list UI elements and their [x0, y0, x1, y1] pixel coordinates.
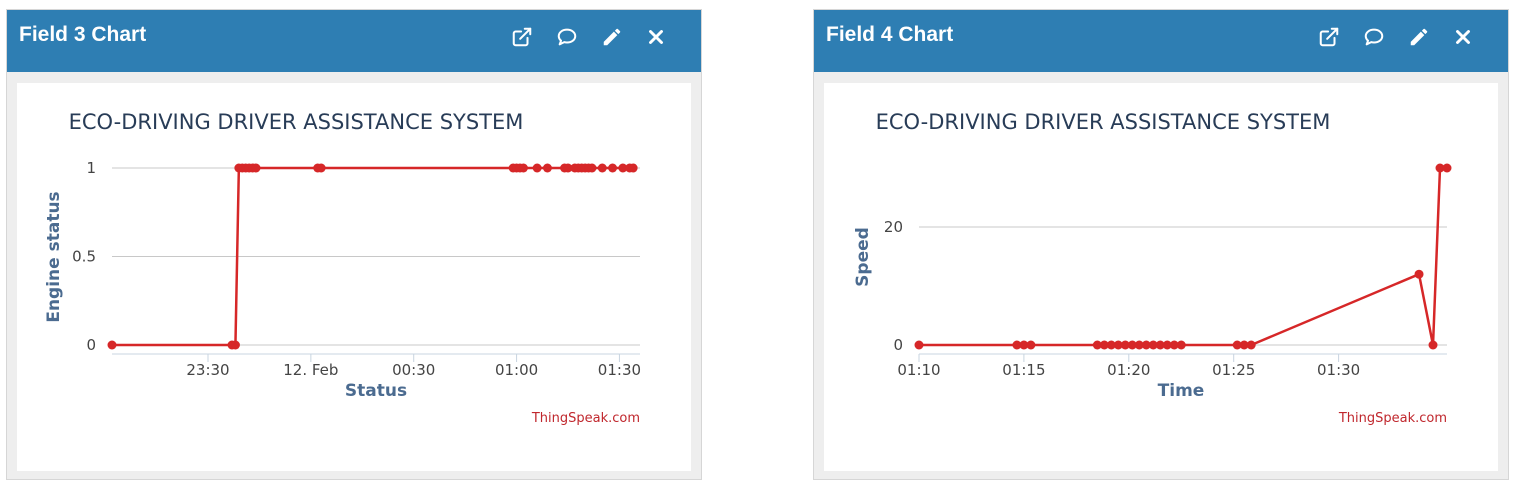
x-tick-label: 23:30 — [186, 361, 229, 379]
engine-status-chart: ECO-DRIVING DRIVER ASSISTANCE SYSTEM 00.… — [44, 110, 641, 426]
data-point — [563, 163, 573, 173]
y-axis-title: Speed — [853, 227, 873, 287]
x-axis-ticks: 23:30 12. Feb 00:30 01:00 01:30 — [186, 354, 641, 379]
y-axis-ticks: 00.51 — [72, 159, 96, 354]
y-tick-label: 0 — [86, 336, 96, 354]
y-axis-title: Engine status — [44, 191, 64, 322]
data-point — [251, 163, 261, 173]
data-point — [1176, 340, 1186, 350]
x-tick-label: 01:10 — [897, 361, 940, 379]
data-point — [1026, 340, 1036, 350]
series — [914, 163, 1452, 350]
data-point — [1414, 269, 1424, 279]
field-3-chart-panel: Field 3 Chart — [6, 9, 702, 480]
data-point — [1019, 340, 1029, 350]
grid — [112, 167, 640, 355]
panel-title: Field 3 Chart — [19, 23, 147, 46]
data-point — [1148, 340, 1158, 350]
comment-icon[interactable] — [556, 26, 580, 50]
x-tick-label: 01:25 — [1212, 361, 1255, 379]
x-axis-title: Time — [1158, 381, 1205, 401]
y-tick-label: 0 — [893, 336, 903, 354]
data-point — [518, 163, 528, 173]
x-tick-label: 01:00 — [495, 361, 538, 379]
panel-header: Field 3 Chart — [7, 10, 701, 72]
thingspeak-credit-link[interactable]: ThingSpeak.com — [531, 411, 640, 426]
x-tick-label: 01:20 — [1107, 361, 1150, 379]
x-tick-label: 01:30 — [1317, 361, 1360, 379]
external-link-icon[interactable] — [1318, 26, 1342, 50]
data-point — [1162, 340, 1172, 350]
data-point — [628, 163, 638, 173]
comment-icon[interactable] — [1363, 26, 1387, 50]
data-point — [1428, 340, 1438, 350]
data-point — [1134, 340, 1144, 350]
data-point — [1169, 340, 1179, 350]
data-point — [1246, 340, 1256, 350]
grid — [919, 226, 1447, 355]
y-tick-label: 1 — [86, 159, 96, 177]
data-point — [1239, 340, 1249, 350]
data-point — [618, 163, 628, 173]
panel-title: Field 4 Chart — [826, 23, 954, 46]
chart-title: ECO-DRIVING DRIVER ASSISTANCE SYSTEM — [876, 110, 1331, 134]
data-point — [1012, 340, 1022, 350]
data-point — [914, 340, 924, 350]
x-tick-label: 12. Feb — [283, 361, 338, 379]
data-point — [1106, 340, 1116, 350]
chart-title: ECO-DRIVING DRIVER ASSISTANCE SYSTEM — [69, 110, 524, 134]
y-axis-ticks: 0 20 — [884, 218, 903, 354]
thingspeak-credit-link[interactable]: ThingSpeak.com — [1338, 411, 1447, 426]
pencil-icon[interactable] — [1408, 26, 1432, 50]
series-line — [919, 166, 1447, 347]
chart-area: ECO-DRIVING DRIVER ASSISTANCE SYSTEM 0 0.… — [17, 83, 691, 471]
data-point — [542, 163, 552, 173]
data-point — [1092, 340, 1102, 350]
external-link-icon[interactable] — [511, 26, 535, 50]
x-tick-label: 01:15 — [1002, 361, 1045, 379]
data-point — [1113, 340, 1123, 350]
field-4-chart-panel: Field 4 Chart — [813, 9, 1509, 480]
data-point — [230, 340, 240, 350]
data-point — [1099, 340, 1109, 350]
data-point — [587, 163, 597, 173]
data-point — [608, 163, 618, 173]
data-point — [316, 163, 326, 173]
chart-area: ECO-DRIVING DRIVER ASSISTANCE SYSTEM 0 20… — [824, 83, 1498, 471]
data-point — [1141, 340, 1151, 350]
x-tick-label: 00:30 — [392, 361, 435, 379]
x-tick-label: 01:30 — [598, 361, 641, 379]
data-point — [1435, 163, 1445, 173]
data-point — [1120, 340, 1130, 350]
data-point — [597, 163, 607, 173]
close-icon[interactable] — [1452, 26, 1476, 50]
data-point — [532, 163, 542, 173]
y-tick-label: 20 — [884, 218, 903, 236]
data-point — [107, 340, 117, 350]
speed-chart: ECO-DRIVING DRIVER ASSISTANCE SYSTEM 0 20… — [853, 110, 1452, 426]
x-axis-title: Status — [345, 381, 407, 401]
data-point — [1155, 340, 1165, 350]
x-axis-ticks: 01:10 01:15 01:20 01:25 01:30 — [897, 354, 1360, 379]
data-point — [1127, 340, 1137, 350]
pencil-icon[interactable] — [601, 26, 625, 50]
close-icon[interactable] — [645, 26, 669, 50]
y-tick-label: 0.5 — [72, 248, 96, 266]
series — [107, 163, 638, 350]
panel-header: Field 4 Chart — [814, 10, 1508, 72]
data-point — [1442, 163, 1452, 173]
data-point — [1232, 340, 1242, 350]
